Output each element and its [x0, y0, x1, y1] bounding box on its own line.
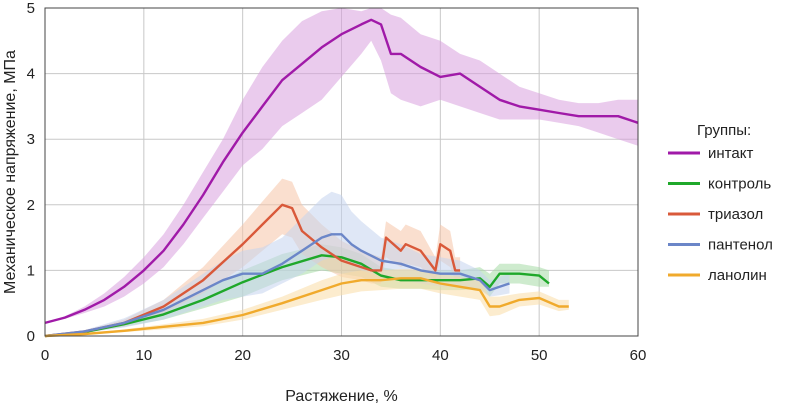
series-line-4 [44, 277, 569, 338]
x-tick-label: 60 [630, 347, 647, 364]
series-line-3 [44, 233, 510, 338]
series-line-0 [44, 18, 639, 325]
y-axis-ticks: 0 1 2 3 4 5 [27, 0, 35, 345]
y-axis-label: Механическое напряжение, МПа [2, 50, 19, 294]
band-4 [45, 269, 569, 336]
series-line-1 [44, 254, 550, 338]
x-tick-label: 0 [41, 347, 49, 364]
y-tick-label: 0 [27, 328, 35, 345]
x-tick-label: 50 [531, 347, 548, 364]
legend-label-4: ланолин [708, 267, 767, 284]
x-tick-label: 20 [234, 347, 251, 364]
y-tick-label: 2 [27, 197, 35, 214]
legend-label-2: триазол [708, 206, 763, 223]
confidence-bands [45, 8, 638, 336]
y-tick-label: 4 [27, 66, 35, 83]
legend-label-0: интакт [708, 145, 753, 162]
legend: Группы: интакт контроль триазол пантенол лан… [668, 122, 773, 284]
series-line-2 [44, 203, 461, 338]
x-axis-ticks: 0 10 20 30 40 50 60 [41, 347, 647, 364]
y-tick-label: 1 [27, 262, 35, 279]
plot-frame [44, 7, 639, 337]
y-tick-label: 3 [27, 131, 35, 148]
legend-label-3: пантенол [708, 237, 773, 254]
series-lines [44, 18, 639, 338]
band-0 [45, 8, 638, 323]
y-tick-label: 5 [27, 0, 35, 17]
band-3 [45, 191, 510, 336]
x-tick-label: 40 [432, 347, 449, 364]
legend-title: Группы: [697, 122, 751, 139]
x-axis-label: Растяжение, % [285, 388, 397, 405]
x-tick-label: 10 [135, 347, 152, 364]
x-tick-label: 30 [333, 347, 350, 364]
legend-label-1: контроль [708, 176, 771, 193]
